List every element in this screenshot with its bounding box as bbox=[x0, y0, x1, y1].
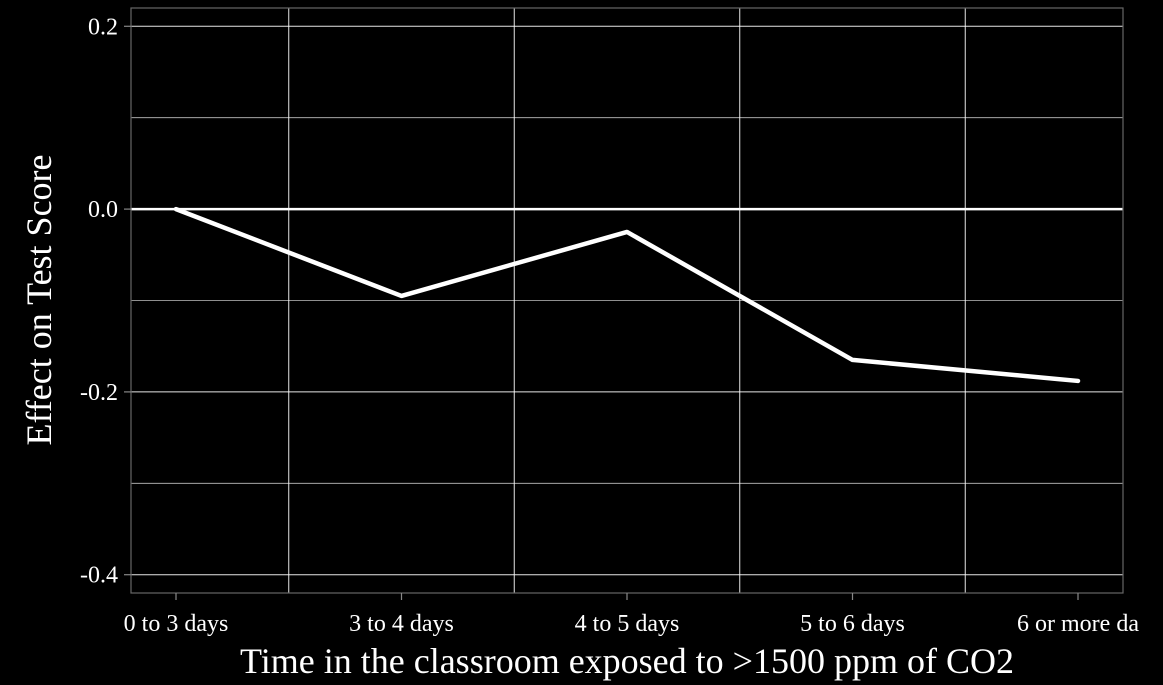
y-tick-label: 0.0 bbox=[88, 197, 118, 223]
y-tick-label: -0.4 bbox=[80, 563, 118, 589]
y-axis-title: Effect on Test Score bbox=[19, 154, 59, 445]
grid-layer bbox=[131, 8, 1123, 593]
x-tick-label: 0 to 3 days bbox=[124, 611, 229, 637]
x-tick-label: 3 to 4 days bbox=[349, 611, 454, 637]
y-tick-labels: 0.2 0.0 -0.2 -0.4 bbox=[80, 14, 131, 589]
y-tick-label: -0.2 bbox=[80, 380, 118, 406]
x-tick-label: 5 to 6 days bbox=[800, 611, 905, 637]
x-tick-label: 4 to 5 days bbox=[575, 611, 680, 637]
y-tick-label: 0.2 bbox=[88, 14, 118, 40]
series-layer bbox=[173, 206, 1081, 384]
x-tick-label: 6 or more da bbox=[1017, 611, 1139, 637]
x-axis-title: Time in the classroom exposed to >1500 p… bbox=[240, 641, 1014, 681]
x-tick-labels: 0 to 3 days 3 to 4 days 4 to 5 days 5 to 6 … bbox=[124, 593, 1139, 637]
